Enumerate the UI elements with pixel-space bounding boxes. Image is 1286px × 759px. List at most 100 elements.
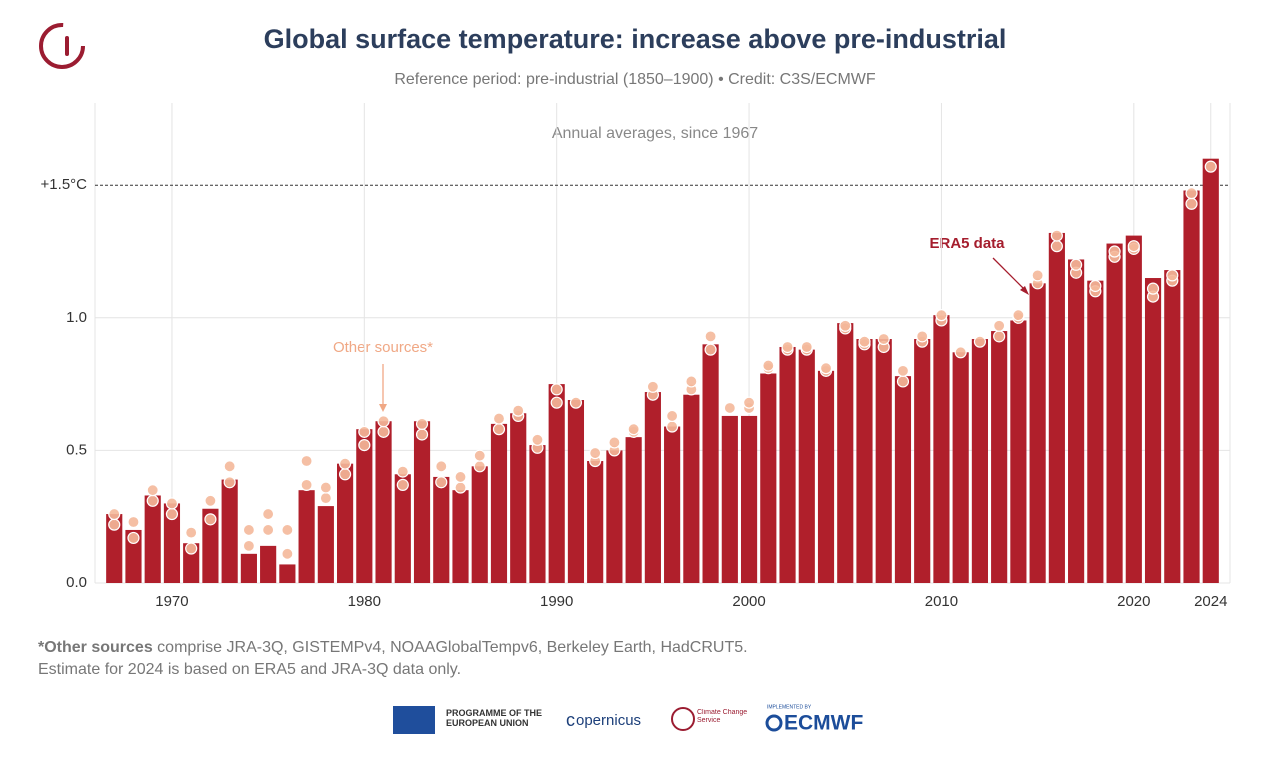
other-source-dot — [242, 523, 255, 537]
bar — [587, 461, 604, 583]
bar — [356, 429, 373, 583]
other-source-dot — [204, 494, 217, 507]
other-source-dot — [300, 478, 313, 491]
bar — [413, 421, 431, 583]
other-source-dot — [415, 428, 429, 441]
footnote-text: comprise JRA-3Q, GISTEMPv4, NOAAGlobalTe… — [153, 639, 748, 656]
bar — [1029, 283, 1046, 583]
bar — [240, 553, 257, 583]
other-source-dot — [223, 460, 236, 473]
bar — [606, 450, 623, 583]
x-tick-label: 1990 — [540, 593, 573, 610]
other-source-dot — [165, 497, 179, 510]
x-tick-label: 2010 — [925, 593, 958, 610]
ecmwf-text: ECMWF — [784, 712, 863, 735]
bar — [914, 339, 931, 583]
bar — [894, 376, 912, 583]
other-source-dot — [435, 460, 448, 473]
other-source-dot — [742, 396, 756, 409]
bar — [471, 466, 488, 583]
other-source-dot — [281, 523, 294, 537]
other-source-dot — [1127, 240, 1140, 253]
bar — [1125, 235, 1142, 583]
bar — [702, 344, 719, 583]
other-source-dot — [550, 383, 563, 396]
bar — [529, 445, 546, 583]
other-source-dot — [108, 518, 121, 531]
bar — [337, 463, 354, 583]
bar — [664, 426, 681, 583]
other-source-dot — [300, 454, 313, 468]
other-source-dot — [1031, 269, 1044, 282]
bar — [856, 339, 873, 583]
other-source-dot — [223, 476, 236, 489]
bar — [779, 346, 796, 583]
other-source-dot — [185, 542, 198, 555]
other-source-dot — [993, 319, 1006, 332]
bar — [433, 476, 450, 583]
other-source-dot — [589, 446, 602, 460]
partner-logos: PROGRAMME OF THE EUROPEAN UNION c operni… — [393, 704, 863, 735]
bar — [1202, 158, 1219, 583]
bar — [933, 315, 950, 583]
c3s-text: Climate Change Service — [697, 709, 748, 724]
bar — [760, 373, 777, 583]
other-source-dot — [954, 346, 967, 359]
bar — [952, 352, 969, 583]
other-source-dot — [319, 481, 332, 494]
other-source-dot — [454, 470, 467, 484]
other-source-dot — [146, 484, 159, 497]
other-source-dot — [646, 380, 659, 393]
bar — [394, 474, 411, 583]
bar — [106, 514, 123, 583]
copernicus-text: opernicus — [576, 712, 641, 729]
y-tick-label: 1.0 — [66, 309, 87, 326]
y-tick-label: +1.5°C — [41, 176, 88, 193]
bar — [1164, 270, 1181, 583]
other-source-dot — [473, 460, 486, 473]
arrow — [992, 257, 1027, 292]
other-source-dot — [839, 319, 852, 332]
other-source-dot — [1204, 160, 1217, 173]
other-source-dot — [492, 423, 506, 436]
other-source-dot — [1012, 309, 1025, 322]
other-source-dot — [685, 375, 698, 388]
other-source-dot — [896, 364, 910, 377]
other-source-dot — [877, 332, 890, 346]
bar — [202, 508, 219, 583]
bar — [1048, 232, 1065, 583]
x-tick-label: 2024 — [1194, 593, 1227, 610]
other-source-dot — [666, 409, 679, 423]
bar — [798, 349, 815, 583]
other-source-dot — [896, 375, 910, 388]
bar — [1010, 320, 1027, 583]
other-source-dot — [819, 362, 833, 375]
bar — [548, 384, 565, 583]
other-source-dot — [781, 340, 794, 354]
other-source-dot — [435, 476, 448, 489]
bar — [567, 400, 585, 583]
other-source-dot — [800, 340, 813, 354]
bar — [144, 495, 161, 583]
bar — [317, 506, 334, 583]
other-source-dot — [704, 330, 717, 343]
bar — [625, 437, 642, 583]
other-source-dot — [242, 539, 255, 552]
other-source-dot — [473, 449, 486, 462]
other-source-dot — [415, 417, 429, 430]
other-source-dot — [704, 343, 717, 356]
bar — [1106, 243, 1123, 583]
other-source-dot — [262, 507, 275, 521]
other-source-dot — [531, 433, 544, 446]
other-source-dot — [377, 415, 390, 428]
x-tick-label: 1970 — [155, 593, 188, 610]
bar — [1087, 280, 1104, 583]
bar — [375, 421, 392, 583]
x-tick-label: 2020 — [1117, 593, 1150, 610]
other-source-dot — [1089, 279, 1102, 293]
other-source-dot — [108, 507, 121, 521]
eu-text: PROGRAMME OF THE EUROPEAN UNION — [446, 708, 542, 728]
other-source-dot — [204, 513, 217, 526]
other-source-dot — [377, 425, 390, 438]
